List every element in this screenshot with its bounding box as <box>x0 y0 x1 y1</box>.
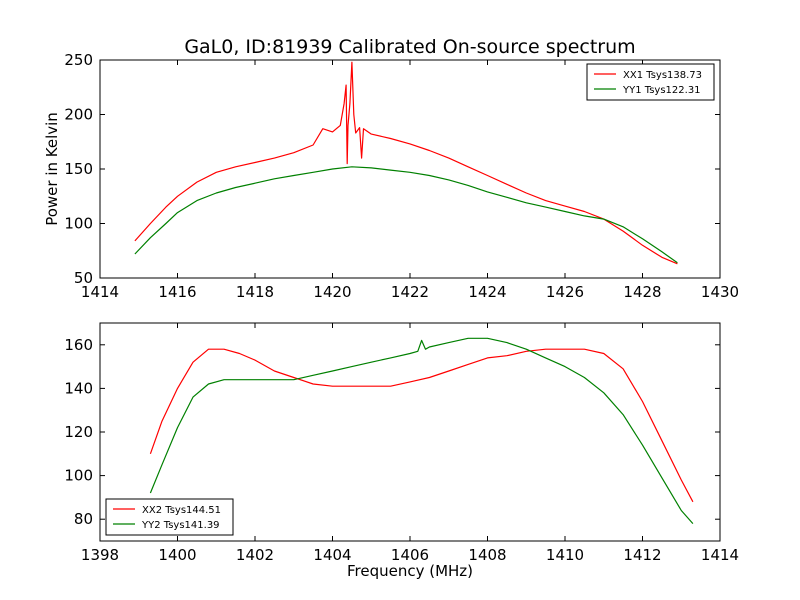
top-y-tick-label: 250 <box>64 51 93 69</box>
top-x-tick-label: 1418 <box>236 283 274 301</box>
bottom-x-tick-label: 1398 <box>81 546 119 564</box>
top-y-tick-label: 50 <box>74 269 93 287</box>
bottom-x-tick-label: 1408 <box>468 546 506 564</box>
top-chart-plot: 1414 1416 1418 1420 1422 1424 1426 1428 1430 50 10… <box>64 51 739 301</box>
bottom-legend-label-0: XX2 Tsys144.51 <box>142 505 221 516</box>
bottom-x-tick-label: 1410 <box>546 546 584 564</box>
bottom-series-line-1 <box>149 337 694 524</box>
top-chart-title: GaL0, ID:81939 Calibrated On-source spec… <box>184 36 635 58</box>
top-y-tick-label: 200 <box>64 106 93 124</box>
top-x-tick-label: 1430 <box>701 283 739 301</box>
bottom-x-tick-label: 1406 <box>391 546 429 564</box>
bottom-x-tick-label: 1402 <box>236 546 274 564</box>
bottom-y-tick-label: 140 <box>64 379 93 397</box>
bottom-y-tick-label: 100 <box>64 467 93 485</box>
top-legend-box <box>586 63 715 101</box>
bottom-x-tick-label: 1404 <box>313 546 351 564</box>
top-x-tick-label: 1426 <box>546 283 584 301</box>
top-x-tick-label: 1416 <box>158 283 196 301</box>
top-series-line-1 <box>134 166 678 264</box>
bottom-y-tick-label: 160 <box>64 336 93 354</box>
top-chart-ylabel: Power in Kelvin <box>43 112 61 226</box>
bottom-y-tick-label: 120 <box>64 423 93 441</box>
top-x-tick-label: 1424 <box>468 283 506 301</box>
top-series-line-0 <box>134 61 678 265</box>
bottom-chart-xlabel: Frequency (MHz) <box>347 562 473 580</box>
bottom-series-line-0 <box>149 348 694 503</box>
bottom-y-tick-label: 80 <box>74 510 93 528</box>
top-legend-label-1: YY1 Tsys122.31 <box>622 85 701 96</box>
top-x-tick-label: 1414 <box>81 283 119 301</box>
bottom-chart-plot: 1398 1400 1402 1404 1406 1408 1410 1412 1414 80 10… <box>64 322 739 564</box>
bottom-x-tick-label: 1412 <box>623 546 661 564</box>
bottom-legend: XX2 Tsys144.51 YY2 Tsys141.39 <box>105 498 234 536</box>
top-legend: XX1 Tsys138.73 YY1 Tsys122.31 <box>586 63 715 101</box>
bottom-x-tick-label: 1414 <box>701 546 739 564</box>
bottom-x-tick-label: 1400 <box>158 546 196 564</box>
top-x-tick-label: 1422 <box>391 283 429 301</box>
top-legend-label-0: XX1 Tsys138.73 <box>623 70 702 81</box>
top-x-tick-label: 1428 <box>623 283 661 301</box>
top-y-tick-label: 100 <box>64 215 93 233</box>
bottom-legend-label-1: YY2 Tsys141.39 <box>141 520 220 531</box>
top-y-tick-label: 150 <box>64 160 93 178</box>
bottom-legend-box <box>105 498 234 536</box>
top-x-tick-label: 1420 <box>313 283 351 301</box>
